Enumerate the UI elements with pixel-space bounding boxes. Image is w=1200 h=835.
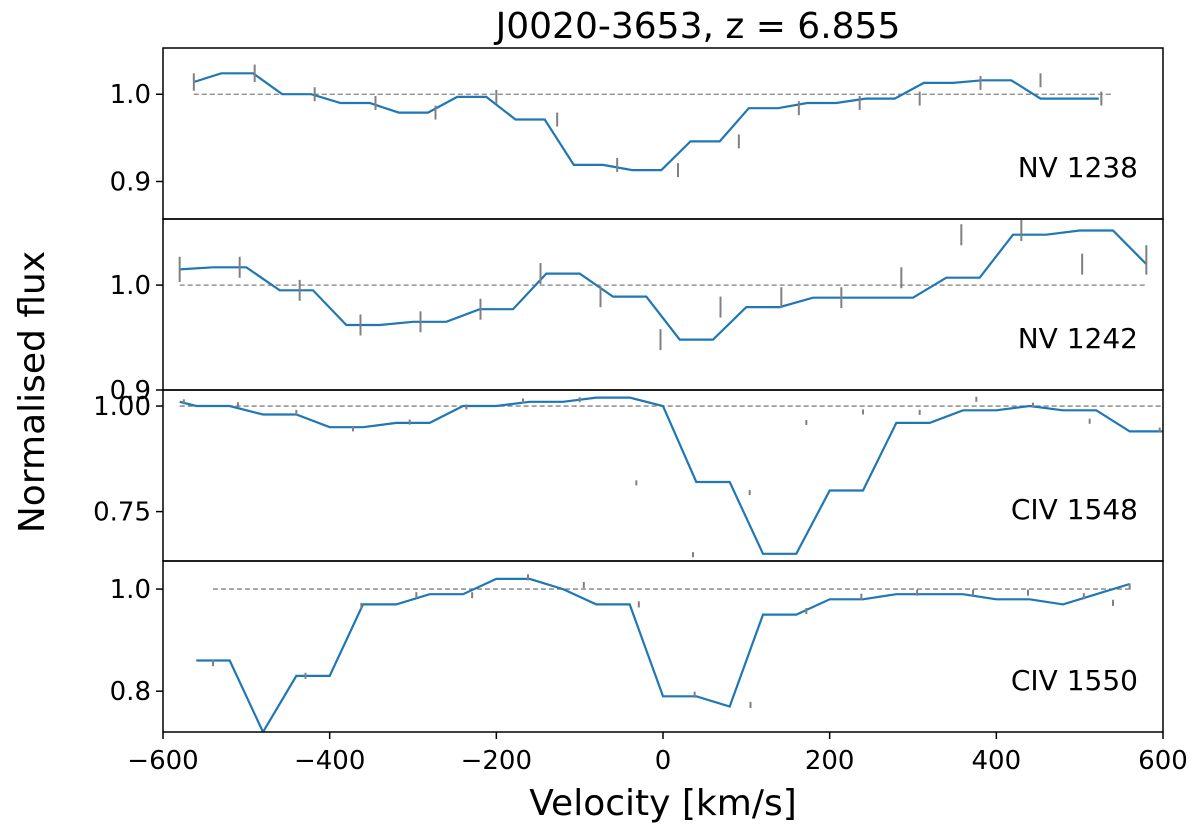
- y-tick-label: 1.00: [93, 392, 151, 422]
- x-axis: −600 −400 −200 0 200 400 600: [127, 732, 1188, 776]
- x-tick-label: 400: [972, 746, 1022, 776]
- panel-frame: [162, 47, 1164, 220]
- x-tick-label: −400: [294, 746, 365, 776]
- x-tick-label: −600: [127, 746, 198, 776]
- panel-3: 0.75 1.00 CIV 1548: [93, 389, 1164, 562]
- y-tick-label: 1.0: [110, 575, 151, 605]
- panel-2: 0.9 1.0 NV 1242: [110, 218, 1164, 406]
- flux-step-line: [196, 577, 1131, 732]
- y-axis-label: Normalised flux: [12, 251, 53, 533]
- line-label: CIV 1548: [1011, 493, 1138, 526]
- y-tick-label: 0.8: [110, 677, 151, 707]
- panel-plot-area: [179, 396, 1163, 558]
- panel-frame: [162, 389, 1164, 562]
- line-label: CIV 1550: [1011, 664, 1138, 697]
- x-tick-label: 600: [1138, 746, 1188, 776]
- line-label: NV 1242: [1018, 322, 1138, 355]
- panel-frame: [162, 560, 1164, 733]
- y-tick-label: 1.0: [110, 80, 151, 110]
- panels-group: 0.9 1.0 NV 1238 0.9 1.0 NV 1242 0.75 1.00 CIV 15…: [93, 47, 1164, 733]
- y-tick-label: 0.75: [93, 498, 151, 528]
- panel-4: 0.8 1.0 CIV 1550: [110, 560, 1164, 733]
- x-tick-label: 200: [805, 746, 855, 776]
- x-tick-label: −200: [461, 746, 532, 776]
- x-axis-label: Velocity [km/s]: [529, 783, 797, 824]
- y-tick-label: 0.9: [110, 376, 151, 406]
- x-tick-label: 0: [655, 746, 672, 776]
- panel-frame: [162, 218, 1164, 391]
- panel-plot-area: [196, 574, 1131, 732]
- panel-plot-area: [178, 220, 1148, 351]
- panel-1: 0.9 1.0 NV 1238: [110, 47, 1164, 220]
- flux-step-line: [179, 229, 1148, 341]
- panel-plot-area: [192, 64, 1113, 178]
- y-tick-label: 0.9: [110, 167, 151, 197]
- chart-title: J0020-3653, z = 6.855: [494, 6, 901, 47]
- y-tick-label: 1.0: [110, 271, 151, 301]
- line-label: NV 1238: [1018, 151, 1138, 184]
- flux-step-line: [179, 396, 1163, 555]
- flux-step-line: [193, 72, 1099, 172]
